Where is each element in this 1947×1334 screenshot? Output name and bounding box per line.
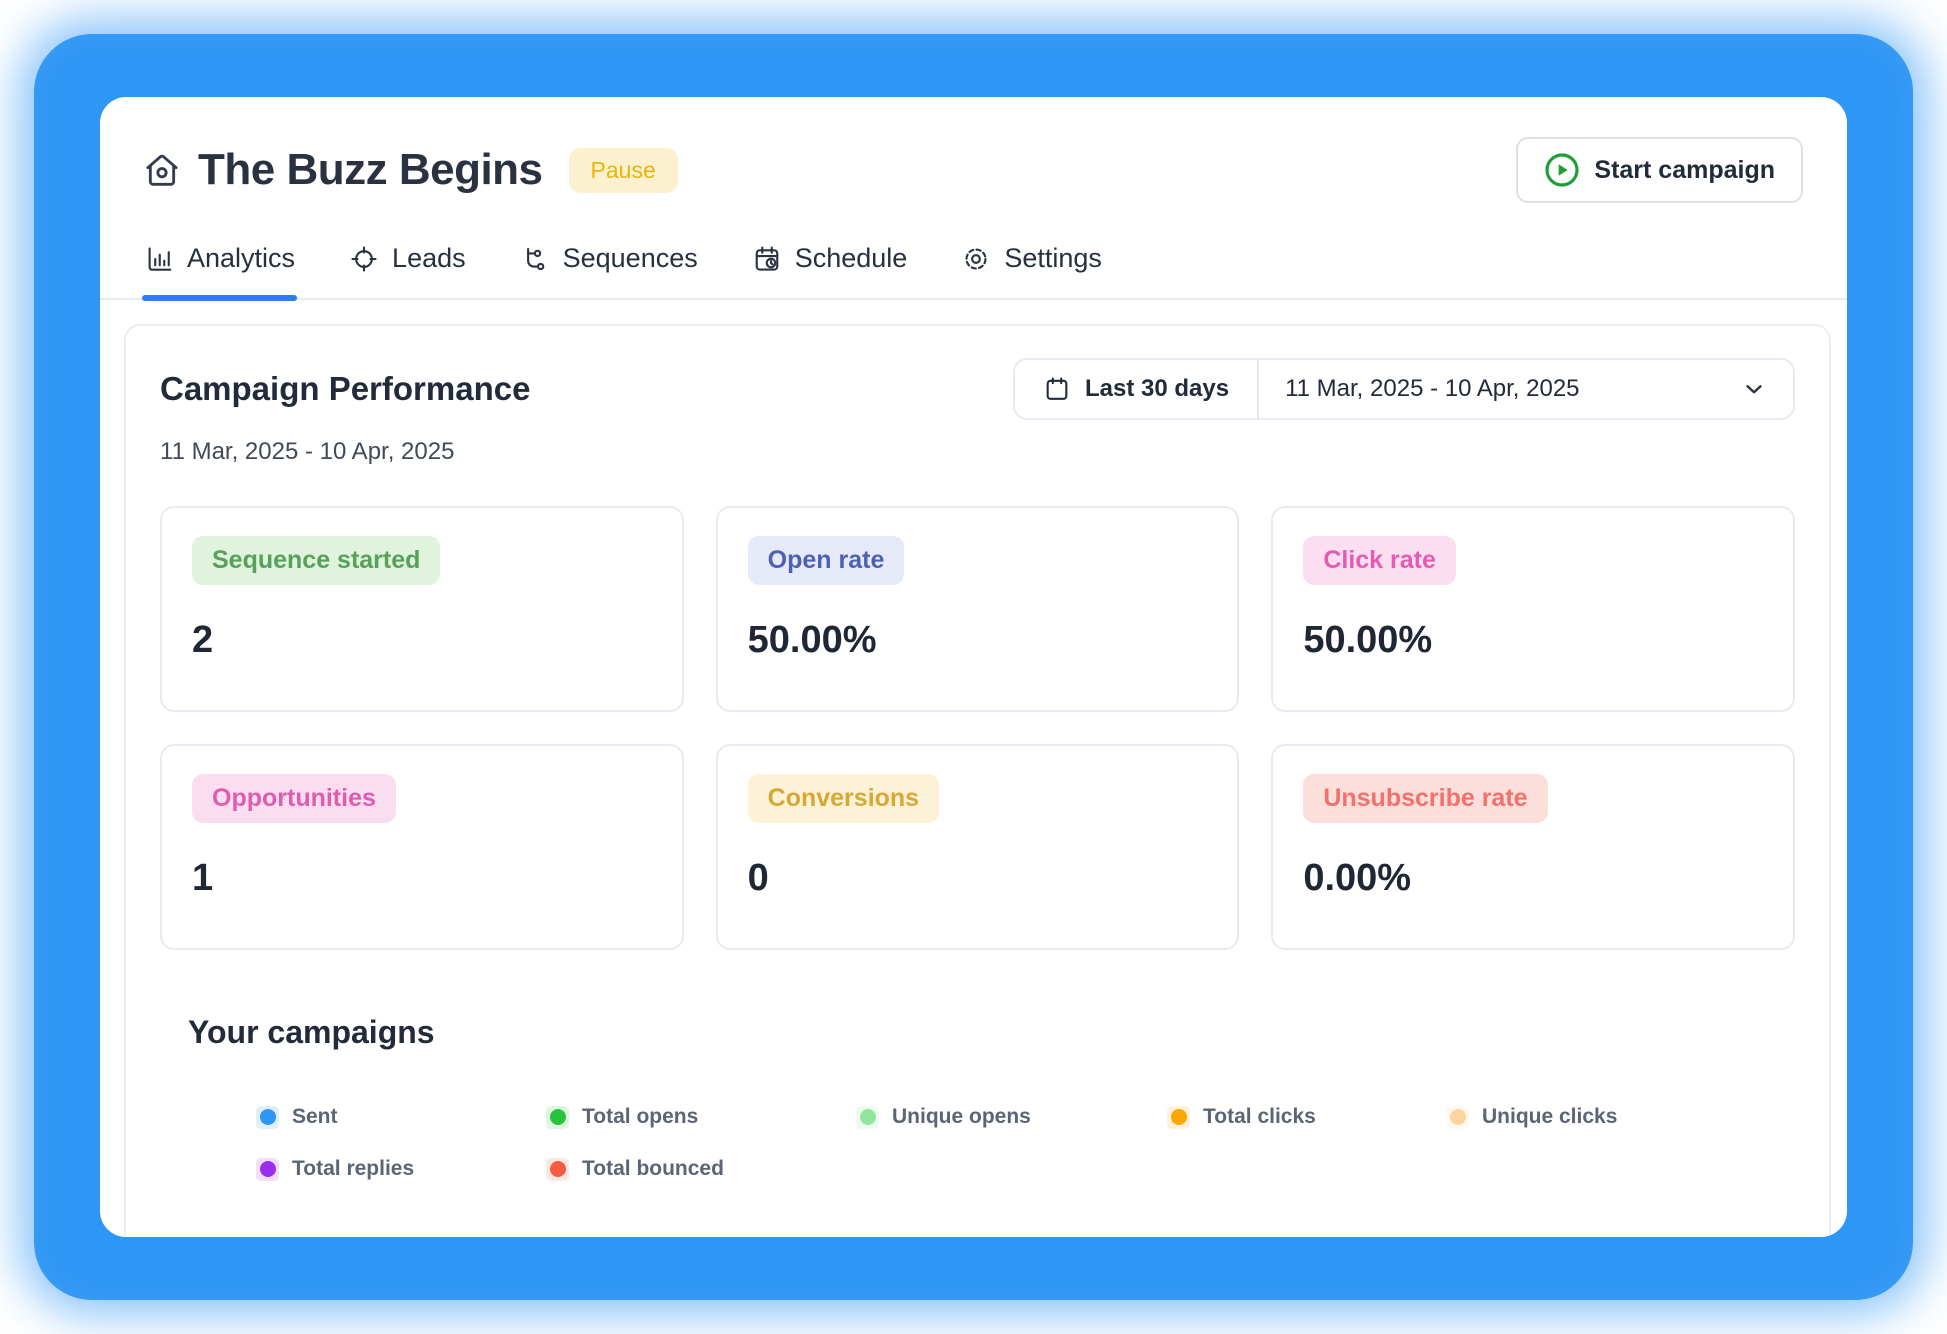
metric-card-opportunities: Opportunities 1 xyxy=(160,744,684,950)
metric-value: 50.00% xyxy=(1303,619,1433,661)
panel-title: Campaign Performance xyxy=(160,370,531,407)
gear-icon xyxy=(961,244,991,274)
metric-card-conversions: Conversions 0 xyxy=(715,744,1240,950)
metric-badge: Opportunities xyxy=(192,774,396,823)
tab-bar: Analytics Leads xyxy=(100,243,1847,301)
metric-badge: Open rate xyxy=(747,536,905,585)
metrics-grid: Sequence started 2 Open rate 50.00% Clic… xyxy=(160,506,1795,950)
date-range-preset-label: Last 30 days xyxy=(1085,375,1230,402)
tab-label: Settings xyxy=(1004,243,1102,273)
bar-chart-icon xyxy=(144,244,174,274)
your-campaigns-title: Your campaigns xyxy=(188,1014,435,1050)
legend-dot-unique-opens xyxy=(856,1105,879,1129)
legend-dot-sent xyxy=(256,1105,279,1129)
tab-label: Schedule xyxy=(794,243,908,273)
panel-head: Campaign Performance 11 Mar, 2025 - 10 A… xyxy=(160,358,1795,466)
legend-item-sent[interactable]: Sent xyxy=(256,1105,546,1129)
tab-analytics[interactable]: Analytics xyxy=(142,243,298,301)
legend-label: Unique clicks xyxy=(1482,1105,1618,1128)
legend-dot-unique-clicks xyxy=(1446,1105,1469,1129)
legend-dot-total-bounced xyxy=(546,1157,569,1181)
legend-dot-total-opens xyxy=(546,1105,569,1129)
metric-card-open-rate: Open rate 50.00% xyxy=(715,506,1240,712)
play-circle-icon xyxy=(1544,152,1580,188)
app-window: The Buzz Begins Pause Start campaign xyxy=(100,97,1847,1237)
metric-card-click-rate: Click rate 50.00% xyxy=(1271,506,1795,712)
legend-dot-total-replies xyxy=(256,1157,279,1181)
metric-card-unsubscribe-rate: Unsubscribe rate 0.00% xyxy=(1271,744,1795,950)
tab-label: Leads xyxy=(392,243,466,273)
legend-dot-total-clicks xyxy=(1167,1105,1190,1129)
legend-label: Total bounced xyxy=(582,1157,724,1180)
target-icon xyxy=(349,244,379,274)
start-campaign-label: Start campaign xyxy=(1594,155,1775,184)
start-campaign-button[interactable]: Start campaign xyxy=(1516,137,1803,203)
home-icon xyxy=(142,150,182,190)
date-range-subtitle: 11 Mar, 2025 - 10 Apr, 2025 xyxy=(160,438,455,465)
metric-value: 2 xyxy=(192,619,214,661)
legend-item-total-replies[interactable]: Total replies xyxy=(256,1157,546,1181)
legend-label: Total replies xyxy=(292,1157,415,1180)
chevron-down-icon xyxy=(1741,376,1767,402)
tab-schedule[interactable]: Schedule xyxy=(750,243,910,298)
campaign-title: The Buzz Begins xyxy=(198,145,543,194)
legend-item-total-opens[interactable]: Total opens xyxy=(546,1105,856,1129)
flow-branch-icon xyxy=(520,244,550,274)
date-range-selector[interactable]: Last 30 days 11 Mar, 2025 - 10 Apr, 2025 xyxy=(1013,358,1795,420)
calendar-clock-icon xyxy=(752,244,782,274)
metric-badge: Unsubscribe rate xyxy=(1303,774,1548,823)
metric-value: 0 xyxy=(747,857,769,899)
legend-label: Unique opens xyxy=(892,1105,1031,1128)
campaign-performance-panel: Campaign Performance 11 Mar, 2025 - 10 A… xyxy=(124,324,1831,1237)
legend-label: Total opens xyxy=(582,1105,699,1128)
campaign-header: The Buzz Begins Pause Start campaign xyxy=(100,97,1847,203)
metric-value: 1 xyxy=(192,857,214,899)
chart-legend: Sent Total opens Unique opens Total clic… xyxy=(160,1105,1795,1181)
metric-badge: Click rate xyxy=(1303,536,1456,585)
date-range-preset[interactable]: Last 30 days xyxy=(1015,360,1260,418)
tab-settings[interactable]: Settings xyxy=(959,243,1104,298)
metric-badge: Sequence started xyxy=(192,536,441,585)
legend-label: Total clicks xyxy=(1203,1105,1316,1128)
status-badge: Pause xyxy=(568,147,678,193)
legend-item-unique-opens[interactable]: Unique opens xyxy=(856,1105,1167,1129)
metric-value: 0.00% xyxy=(1303,857,1412,899)
tab-leads[interactable]: Leads xyxy=(347,243,468,298)
panel-head-left: Campaign Performance 11 Mar, 2025 - 10 A… xyxy=(160,358,530,466)
date-range-value[interactable]: 11 Mar, 2025 - 10 Apr, 2025 xyxy=(1259,360,1793,418)
tab-label: Sequences xyxy=(562,243,698,273)
date-range-text: 11 Mar, 2025 - 10 Apr, 2025 xyxy=(1285,375,1580,402)
metric-badge: Conversions xyxy=(747,774,940,823)
metric-value: 50.00% xyxy=(747,619,877,661)
calendar-icon xyxy=(1043,375,1071,403)
tab-sequences[interactable]: Sequences xyxy=(518,243,700,298)
legend-item-total-bounced[interactable]: Total bounced xyxy=(546,1157,856,1181)
legend-item-unique-clicks[interactable]: Unique clicks xyxy=(1446,1105,1795,1129)
legend-item-total-clicks[interactable]: Total clicks xyxy=(1167,1105,1446,1129)
legend-label: Sent xyxy=(292,1105,338,1128)
tab-label: Analytics xyxy=(187,243,296,273)
metric-card-sequence-started: Sequence started 2 xyxy=(160,506,684,712)
